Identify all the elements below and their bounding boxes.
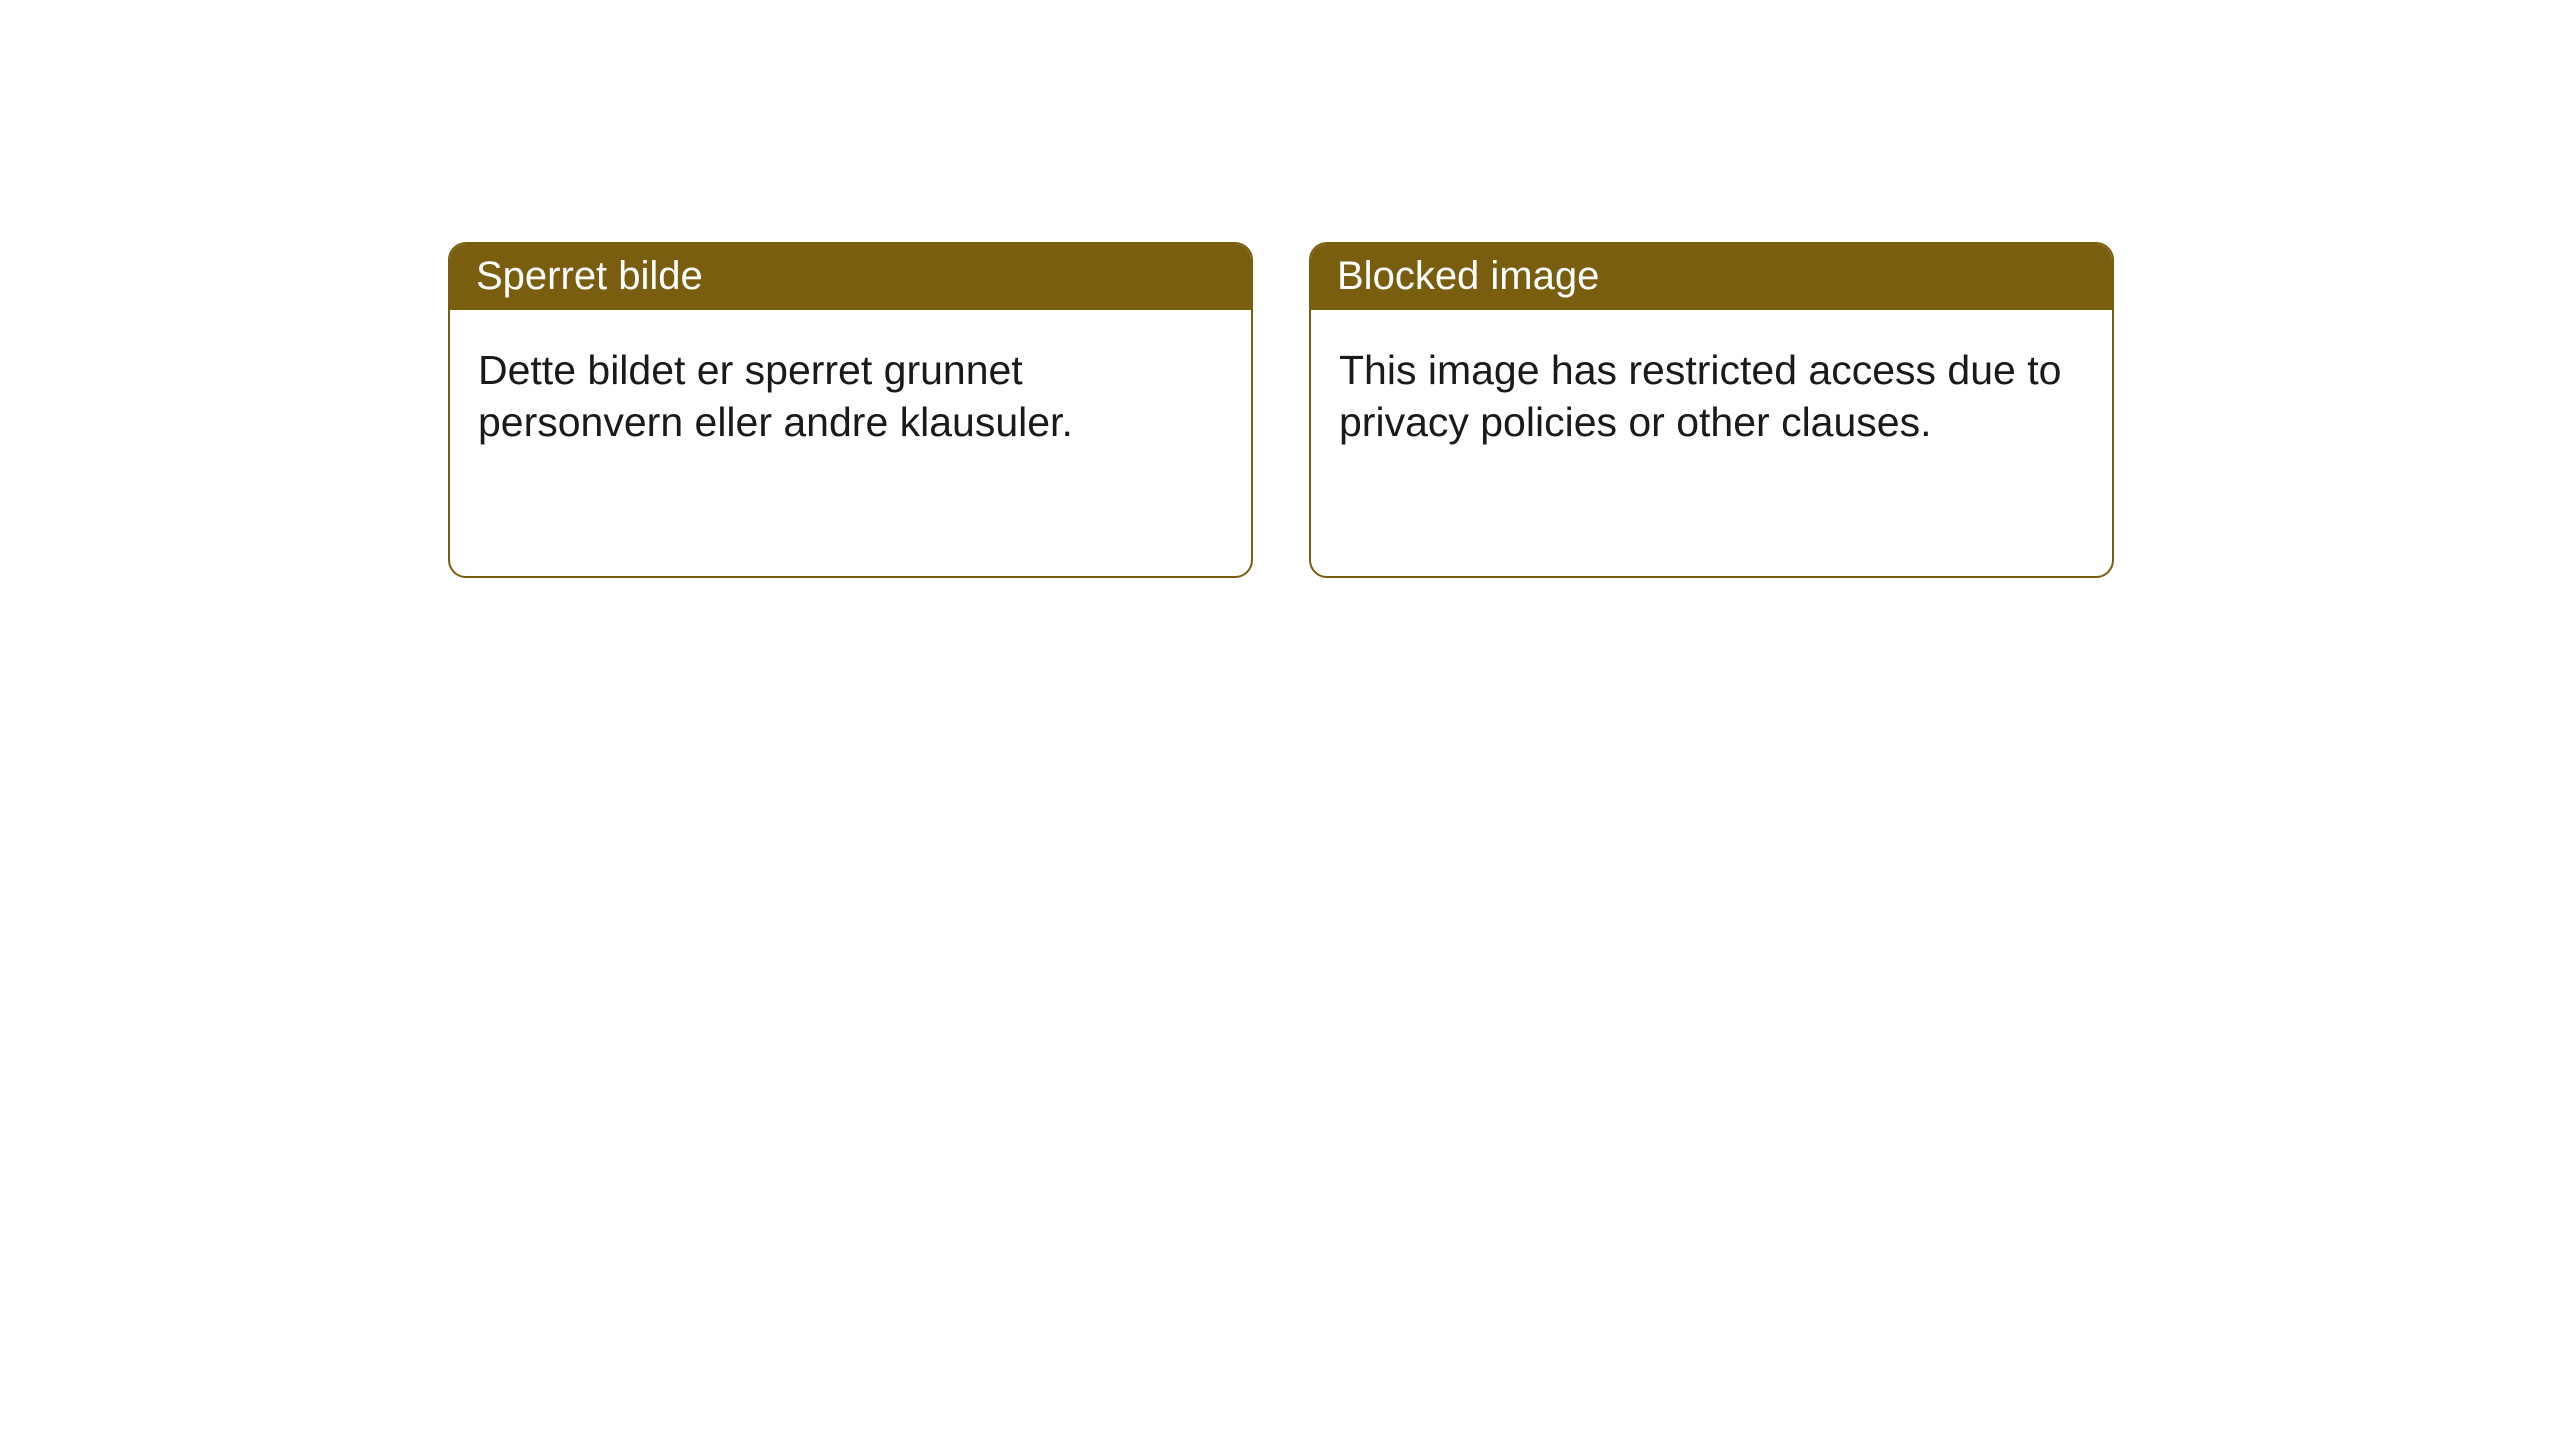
notice-body-en: This image has restricted access due to … (1311, 310, 2112, 483)
notice-body-no: Dette bildet er sperret grunnet personve… (450, 310, 1251, 483)
notice-title-en: Blocked image (1311, 244, 2112, 310)
notice-box-no: Sperret bilde Dette bildet er sperret gr… (448, 242, 1253, 578)
notice-container: Sperret bilde Dette bildet er sperret gr… (0, 0, 2560, 578)
notice-box-en: Blocked image This image has restricted … (1309, 242, 2114, 578)
notice-title-no: Sperret bilde (450, 244, 1251, 310)
